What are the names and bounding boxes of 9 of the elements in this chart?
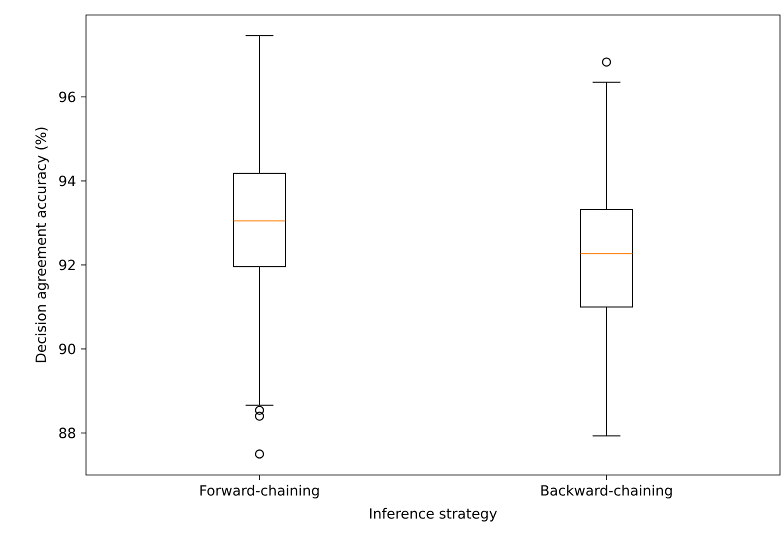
x-axis-title: Inference strategy [370, 508, 497, 522]
y-axis-title: Decision agreement accuracy (%) [35, 128, 49, 362]
x-tick-label: Backward-chaining [541, 484, 672, 498]
y-tick-label: 90 [59, 344, 76, 354]
y-tick-label: 96 [59, 92, 76, 102]
x-tick-label: Forward-chaining [200, 484, 319, 498]
y-tick-label: 88 [59, 428, 76, 438]
y-tick-label: 94 [59, 176, 76, 186]
y-tick-label: 92 [59, 260, 75, 270]
